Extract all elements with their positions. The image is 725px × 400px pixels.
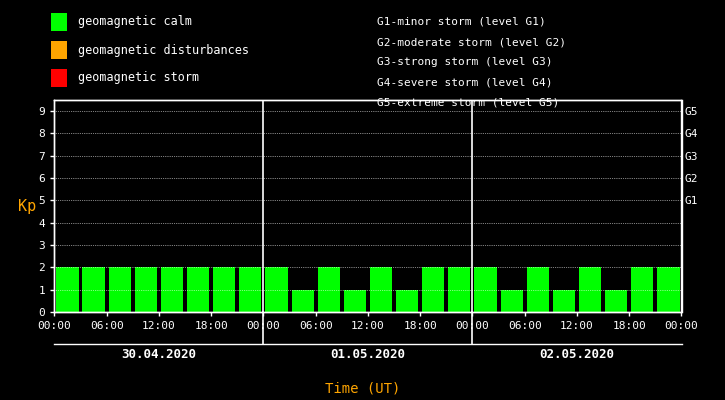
Bar	[109, 267, 130, 312]
Bar	[500, 290, 523, 312]
Bar	[370, 267, 392, 312]
Text: geomagnetic storm: geomagnetic storm	[78, 72, 199, 84]
Bar	[422, 267, 444, 312]
Text: geomagnetic calm: geomagnetic calm	[78, 16, 191, 28]
Bar	[83, 267, 104, 312]
Text: 30.04.2020: 30.04.2020	[121, 348, 196, 361]
Text: G2-moderate storm (level G2): G2-moderate storm (level G2)	[377, 37, 566, 47]
Bar	[187, 267, 210, 312]
Bar	[605, 290, 627, 312]
Bar	[318, 267, 340, 312]
Bar	[579, 267, 601, 312]
Text: G4-severe storm (level G4): G4-severe storm (level G4)	[377, 78, 552, 88]
Bar	[552, 290, 575, 312]
Bar	[291, 290, 314, 312]
Text: 02.05.2020: 02.05.2020	[539, 348, 615, 361]
Bar	[57, 267, 78, 312]
Text: Time (UT): Time (UT)	[325, 382, 400, 396]
Bar	[213, 267, 236, 312]
Bar	[448, 267, 471, 312]
Bar	[265, 267, 288, 312]
Text: G3-strong storm (level G3): G3-strong storm (level G3)	[377, 57, 552, 67]
Bar	[631, 267, 653, 312]
Bar	[239, 267, 262, 312]
Bar	[396, 290, 418, 312]
Text: G1-minor storm (level G1): G1-minor storm (level G1)	[377, 17, 546, 27]
Y-axis label: Kp: Kp	[18, 198, 36, 214]
Text: geomagnetic disturbances: geomagnetic disturbances	[78, 44, 249, 56]
Bar	[161, 267, 183, 312]
Text: G5-extreme storm (level G5): G5-extreme storm (level G5)	[377, 98, 559, 108]
Text: 01.05.2020: 01.05.2020	[331, 348, 405, 361]
Bar	[474, 267, 497, 312]
Bar	[526, 267, 549, 312]
Bar	[135, 267, 157, 312]
Bar	[344, 290, 366, 312]
Bar	[658, 267, 679, 312]
